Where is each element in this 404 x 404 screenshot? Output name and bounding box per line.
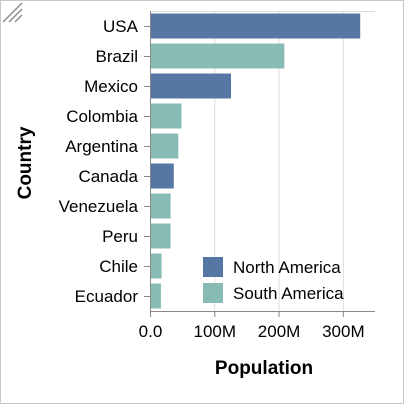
category-label-chile: Chile [99,257,138,276]
bar-argentina[interactable] [150,133,179,159]
category-label-mexico: Mexico [84,77,138,96]
legend-label-south-america: South America [233,284,344,303]
category-label-argentina: Argentina [65,137,138,156]
bar-colombia[interactable] [150,103,182,129]
x-tick-label: 0.0 [139,322,163,341]
x-tick-label: 100M [194,322,237,341]
axis-layer: USA Brazil Mexico Colombia Argentina Canada Ve… [59,11,375,341]
legend-label-north-america: North America [233,258,341,277]
legend-swatch-north-america [203,257,223,277]
bar-ecuador[interactable] [150,283,161,309]
bar-canada[interactable] [150,163,174,189]
category-label-venezuela: Venezuela [59,197,139,216]
legend-swatch-south-america [203,283,223,303]
y-axis-title: Country [15,126,36,199]
bar-chile[interactable] [150,253,162,279]
bar-venezuela[interactable] [150,193,171,219]
resize-handle-icon[interactable] [1,1,23,23]
bar-peru[interactable] [150,223,171,249]
bar-layer [150,13,361,309]
x-tick-label: 300M [322,322,365,341]
category-label-ecuador: Ecuador [75,287,139,306]
category-label-usa: USA [103,17,139,36]
legend: North America South America [203,257,344,303]
bar-brazil[interactable] [150,43,285,69]
category-label-peru: Peru [102,227,138,246]
category-label-brazil: Brazil [95,47,138,66]
x-axis-title: Population [215,358,313,379]
category-label-canada: Canada [78,167,138,186]
bar-mexico[interactable] [150,73,231,99]
category-label-colombia: Colombia [66,107,138,126]
x-tick-label: 200M [258,322,301,341]
bar-usa[interactable] [150,13,361,39]
